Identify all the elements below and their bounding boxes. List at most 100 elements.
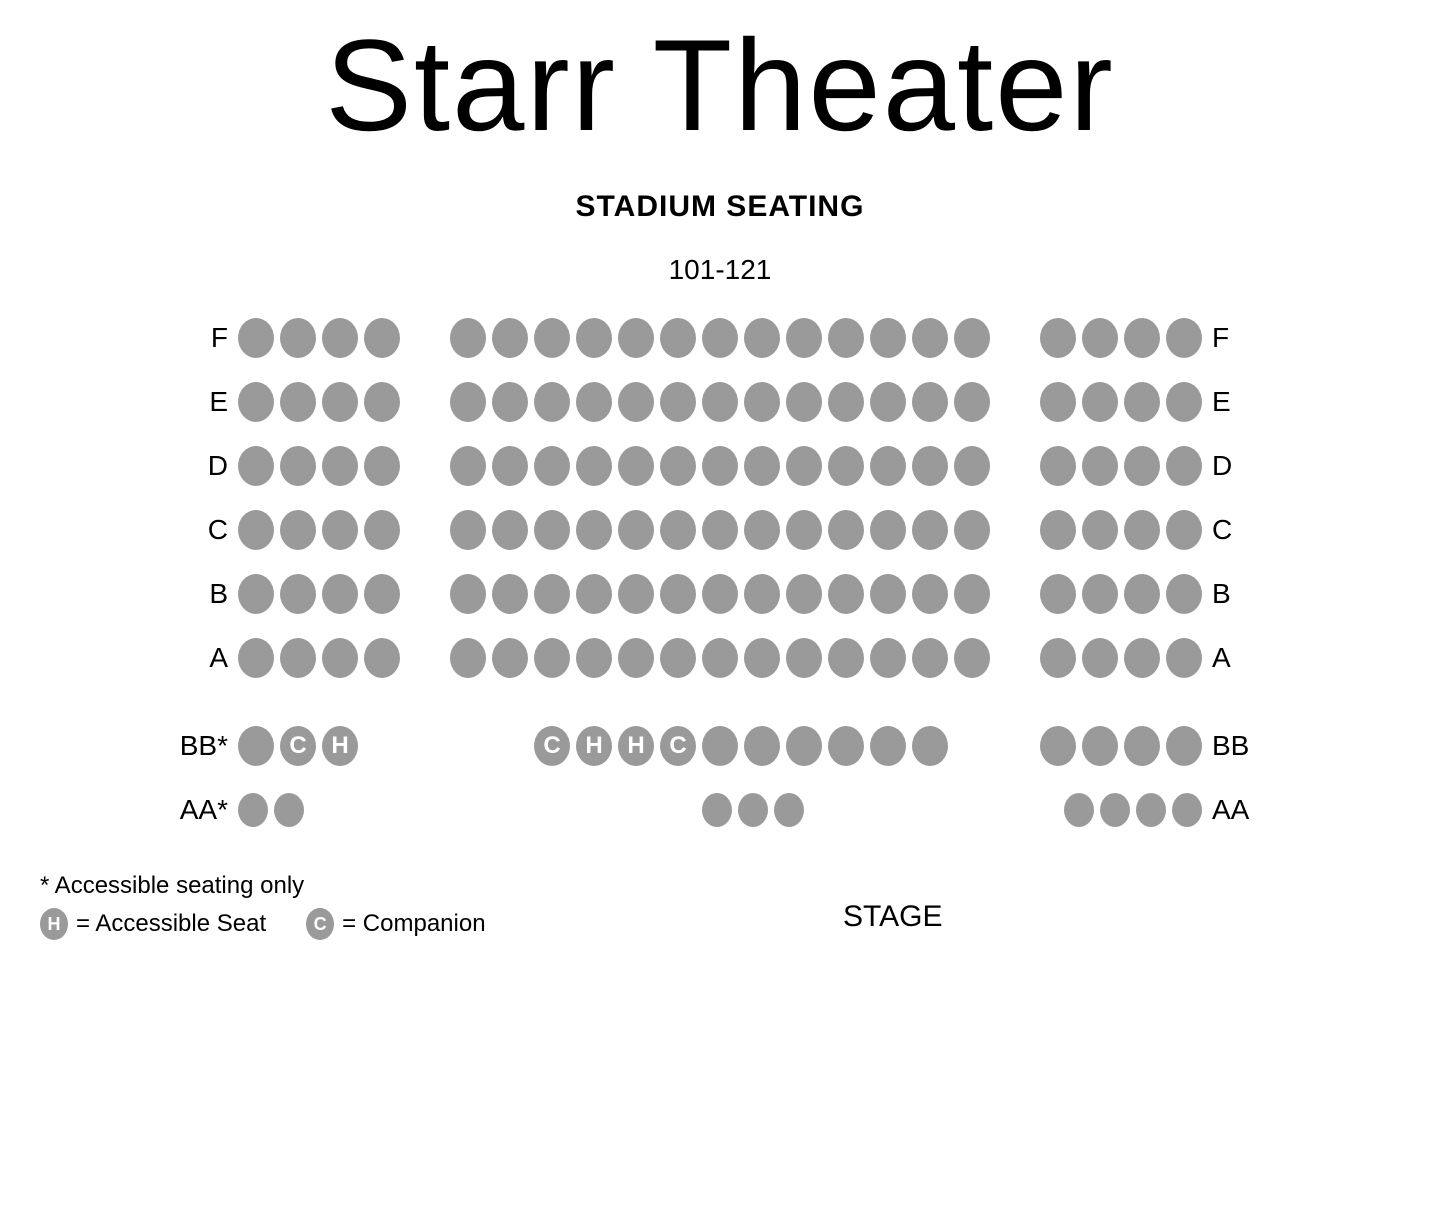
- seat: [576, 638, 612, 678]
- seat: [1166, 574, 1202, 614]
- seat-number-range: 101-121: [40, 254, 1400, 286]
- seat: [1166, 510, 1202, 550]
- row-label-right: D: [1202, 450, 1272, 482]
- row-label-left: AA*: [168, 794, 238, 826]
- seat: [576, 510, 612, 550]
- seating-chart: FFEEDDCCBBAABB*CHCHHCBBAA*AA: [40, 306, 1400, 842]
- seat: [828, 446, 864, 486]
- footnote-accessible-only: * Accessible seating only: [40, 872, 1400, 900]
- row-label-left: BB*: [168, 730, 238, 762]
- seat: [912, 318, 948, 358]
- seat: [702, 638, 738, 678]
- seat-block-center: [450, 793, 990, 827]
- seat: [1124, 318, 1160, 358]
- seat: [1082, 382, 1118, 422]
- seat-block-center: [450, 382, 990, 422]
- seat-accessible: H: [576, 726, 612, 766]
- seat: [744, 446, 780, 486]
- seat: [870, 318, 906, 358]
- seat-row: CC: [40, 498, 1400, 562]
- seat: [1166, 638, 1202, 678]
- seat-accessible: H: [322, 726, 358, 766]
- seat: [576, 574, 612, 614]
- seat: [786, 446, 822, 486]
- seat-block-center: CHHC: [450, 726, 990, 766]
- row-label-right: BB: [1202, 730, 1272, 762]
- seat: [450, 446, 486, 486]
- seat: [870, 574, 906, 614]
- seat: [280, 446, 316, 486]
- seat-block-left: [238, 793, 400, 827]
- seat: [280, 510, 316, 550]
- seat-row: DD: [40, 434, 1400, 498]
- seat: [828, 638, 864, 678]
- seat: [618, 510, 654, 550]
- seat: [1166, 382, 1202, 422]
- seat: [744, 574, 780, 614]
- legend-accessible-label: = Accessible Seat: [76, 910, 266, 938]
- seat-block-right: [1040, 382, 1202, 422]
- seat: [828, 510, 864, 550]
- seat: [786, 638, 822, 678]
- seat: [912, 446, 948, 486]
- seat: [364, 574, 400, 614]
- seat: [870, 382, 906, 422]
- seat-block-left: [238, 510, 400, 550]
- seat: [786, 382, 822, 422]
- seat: [786, 574, 822, 614]
- seat-block-center: [450, 446, 990, 486]
- seat: [364, 382, 400, 422]
- seat: [534, 446, 570, 486]
- seat-block-left: [238, 318, 400, 358]
- seat: [492, 574, 528, 614]
- seat: [534, 318, 570, 358]
- seat: [660, 510, 696, 550]
- seat: [450, 318, 486, 358]
- seat: [1124, 446, 1160, 486]
- seat: [238, 793, 268, 827]
- seat: [1136, 793, 1166, 827]
- seat: [744, 318, 780, 358]
- seat: [322, 574, 358, 614]
- row-label-left: A: [168, 642, 238, 674]
- seat: [744, 638, 780, 678]
- seat: [1124, 382, 1160, 422]
- seat-block-right: [1040, 318, 1202, 358]
- seat: [618, 318, 654, 358]
- seat: [492, 382, 528, 422]
- seat: [534, 510, 570, 550]
- seat: [322, 638, 358, 678]
- row-label-left: E: [168, 386, 238, 418]
- seat: [492, 318, 528, 358]
- seat-block-center: [450, 638, 990, 678]
- seat: [576, 382, 612, 422]
- seat: [702, 726, 738, 766]
- seat: [280, 638, 316, 678]
- seat: [660, 382, 696, 422]
- seat-row: FF: [40, 306, 1400, 370]
- seat: [1040, 638, 1076, 678]
- seat-row: AA*AA: [40, 778, 1400, 842]
- seat: [238, 726, 274, 766]
- seat: [870, 510, 906, 550]
- seat: [1064, 793, 1094, 827]
- seat: [1040, 726, 1076, 766]
- seat: [450, 510, 486, 550]
- seat: [660, 318, 696, 358]
- seat: [660, 638, 696, 678]
- seat: [618, 638, 654, 678]
- row-label-right: A: [1202, 642, 1272, 674]
- legend-accessible-icon: H: [40, 908, 68, 940]
- seat: [238, 510, 274, 550]
- seat-block-right: [1040, 793, 1202, 827]
- seat: [744, 382, 780, 422]
- seat: [738, 793, 768, 827]
- seat-block-left: [238, 446, 400, 486]
- row-label-left: C: [168, 514, 238, 546]
- seat: [364, 638, 400, 678]
- seat: [870, 638, 906, 678]
- seating-chart-page: Starr Theater STADIUM SEATING 101-121 FF…: [0, 0, 1440, 980]
- row-label-right: C: [1202, 514, 1272, 546]
- seat: [954, 510, 990, 550]
- seat: [954, 638, 990, 678]
